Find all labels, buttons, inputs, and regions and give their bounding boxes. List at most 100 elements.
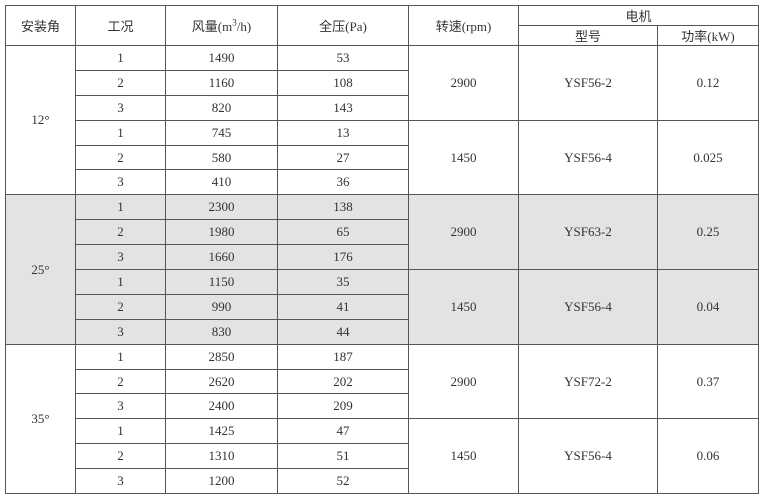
speed-cell: 2900 [408,45,519,121]
condition-cell: 2 [75,144,166,171]
motor-model-cell: YSF56-4 [518,119,658,196]
airflow-cell: 2620 [165,368,278,395]
condition-cell: 1 [75,343,166,370]
condition-cell: 1 [75,194,166,221]
pressure-cell: 51 [277,443,409,470]
condition-cell: 3 [75,318,166,345]
airflow-cell: 1660 [165,244,278,271]
pressure-cell: 44 [277,318,409,345]
motor-model-cell: YSF56-2 [518,45,658,121]
condition-cell: 1 [75,119,166,146]
table-row: 12° 1 1490 53 2900 YSF56-2 0.12 [5,44,759,196]
pressure-cell: 138 [277,194,409,221]
condition-cell: 2 [75,69,166,96]
airflow-cell: 2850 [165,343,278,370]
pressure-cell: 53 [277,45,409,71]
condition-cell: 3 [75,94,166,121]
airflow-cell: 1490 [165,45,278,71]
airflow-cell: 410 [165,169,278,196]
pressure-cell: 41 [277,293,409,320]
motor-power-cell: 0.37 [657,343,759,420]
header-power: 功率(kW) [657,25,759,46]
airflow-cell: 1200 [165,468,278,495]
pressure-cell: 143 [277,94,409,121]
airflow-cell: 1150 [165,269,278,295]
motor-power-cell: 0.12 [657,45,759,121]
condition-cell: 1 [75,269,166,295]
table-row: 35° 1 2850 187 2900 YSF72-2 0.37 [5,343,759,495]
condition-cell: 3 [75,169,166,196]
speed-cell: 2900 [408,194,519,271]
header-pressure: 全压(Pa) [277,5,409,46]
airflow-cell: 1980 [165,219,278,246]
table-row: 3 830 44 [6,318,759,345]
table-row: 25° 1 2300 138 2900 YSF63-2 0.25 [5,194,759,345]
pressure-cell: 108 [277,69,409,96]
header-condition: 工况 [75,5,166,46]
pressure-cell: 187 [277,343,409,370]
speed-cell: 1450 [408,269,519,345]
pressure-cell: 35 [277,269,409,295]
airflow-cell: 2400 [165,393,278,420]
motor-model-cell: YSF56-4 [518,269,658,345]
airflow-cell: 745 [165,119,278,146]
motor-power-cell: 0.04 [657,269,759,345]
motor-model-cell: YSF56-4 [518,418,658,495]
table-row: 3 1200 52 [6,468,759,495]
header-motor: 电机 [518,5,759,26]
airflow-cell: 820 [165,94,278,121]
table-row: 3 820 143 [6,94,759,121]
pressure-cell: 27 [277,144,409,171]
airflow-cell: 2300 [165,194,278,221]
motor-power-cell: 0.25 [657,194,759,271]
header-airflow: 风量(m3/h) [165,5,278,46]
pressure-cell: 36 [277,169,409,196]
pressure-cell: 65 [277,219,409,246]
header-model: 型号 [518,25,658,46]
angle-cell: 25° [5,194,76,345]
angle-cell: 35° [5,343,76,495]
motor-model-cell: YSF63-2 [518,194,658,271]
table-row: 2 1310 51 [6,443,759,470]
condition-cell: 3 [75,468,166,495]
condition-cell: 1 [75,418,166,445]
speed-cell: 2900 [408,343,519,420]
table-row: 2 1160 108 [6,69,759,96]
airflow-cell: 1160 [165,69,278,96]
airflow-cell: 830 [165,318,278,345]
speed-cell: 1450 [408,119,519,196]
header-speed: 转速(rpm) [408,5,519,46]
speed-cell: 1450 [408,418,519,495]
condition-cell: 3 [75,393,166,420]
table-row: 3 1660 176 [6,244,759,271]
table-row: 1 1425 47 1450 YSF56-4 0.06 [6,418,759,495]
motor-power-cell: 0.06 [657,418,759,495]
motor-power-cell: 0.025 [657,119,759,196]
condition-cell: 1 [75,45,166,71]
pressure-cell: 176 [277,244,409,271]
header-angle: 安装角 [5,5,76,46]
pressure-cell: 209 [277,393,409,420]
table-body: 12° 1 1490 53 2900 YSF56-2 0.12 2 1160 108 3 820 143… [5,44,759,495]
table-row: 2 1980 65 [6,219,759,246]
airflow-cell: 990 [165,293,278,320]
table-row: 3 410 36 [6,169,759,196]
fan-performance-table: 安装角 工况 风量(m3/h) 全压(Pa) 转速(rpm) 电机 型号 功率(… [5,5,759,495]
pressure-cell: 47 [277,418,409,445]
airflow-cell: 1425 [165,418,278,445]
table-row: 2 2620 202 [6,368,759,395]
condition-cell: 2 [75,443,166,470]
condition-cell: 2 [75,219,166,246]
pressure-cell: 202 [277,368,409,395]
pressure-cell: 52 [277,468,409,495]
table-row: 1 1150 35 1450 YSF56-4 0.04 [6,269,759,345]
airflow-cell: 1310 [165,443,278,470]
condition-cell: 2 [75,368,166,395]
pressure-cell: 13 [277,119,409,146]
airflow-cell: 580 [165,144,278,171]
table-row: 1 745 13 1450 YSF56-4 0.025 [6,119,759,196]
condition-cell: 3 [75,244,166,271]
motor-model-cell: YSF72-2 [518,343,658,420]
condition-cell: 2 [75,293,166,320]
angle-cell: 12° [5,44,76,196]
